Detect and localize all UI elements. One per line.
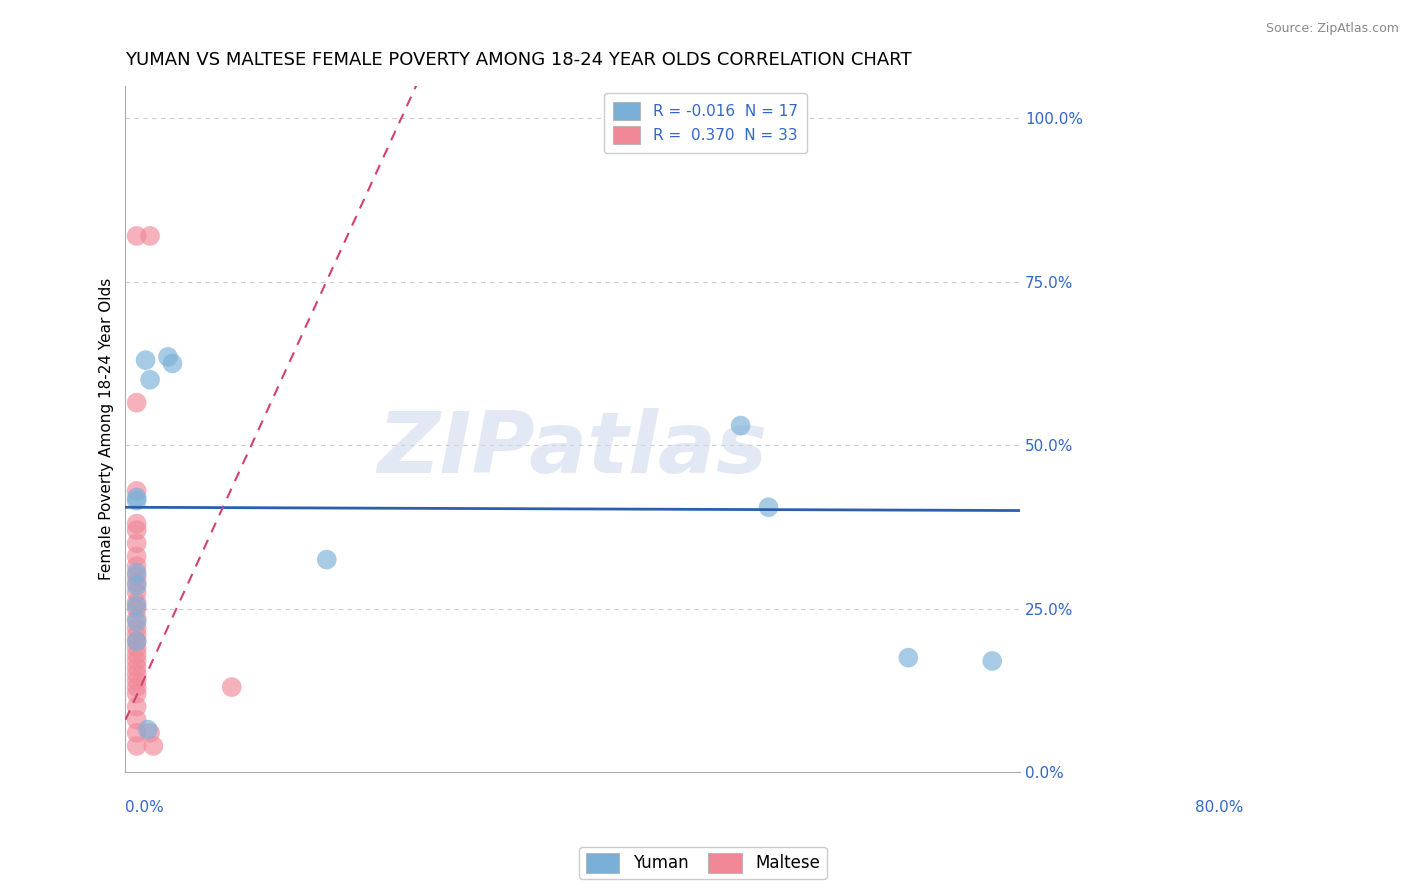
Point [125,615,148,629]
Point [125,654,148,668]
Point [125,713,148,727]
Point [730,418,752,433]
Text: 80.0%: 80.0% [1195,799,1244,814]
Point [139,373,162,387]
Point [125,579,148,593]
Point [136,723,159,737]
Point [125,640,148,655]
Point [125,569,148,583]
Text: ZIPatlas: ZIPatlas [378,408,768,491]
Point [125,648,148,662]
Y-axis label: Female Poverty Among 18-24 Year Olds: Female Poverty Among 18-24 Year Olds [100,277,114,580]
Point [125,628,148,642]
Point [125,491,148,505]
Point [125,566,148,580]
Point [156,350,179,364]
Text: Source: ZipAtlas.com: Source: ZipAtlas.com [1265,22,1399,36]
Point [125,634,148,648]
Point [125,575,148,590]
Point [125,516,148,531]
Point [125,483,148,498]
Point [758,500,780,515]
Point [125,611,148,625]
Point [221,680,243,694]
Point [125,726,148,740]
Point [125,493,148,508]
Point [125,634,148,648]
Point [125,660,148,674]
Point [139,228,162,243]
Point [125,687,148,701]
Point [162,356,184,370]
Point [142,739,165,753]
Text: 0.0%: 0.0% [125,799,165,814]
Point [125,549,148,564]
Text: YUMAN VS MALTESE FEMALE POVERTY AMONG 18-24 YEAR OLDS CORRELATION CHART: YUMAN VS MALTESE FEMALE POVERTY AMONG 18… [125,51,912,69]
Point [125,395,148,409]
Point [981,654,1004,668]
Point [125,559,148,574]
Point [125,523,148,537]
Legend: R = -0.016  N = 17, R =  0.370  N = 33: R = -0.016 N = 17, R = 0.370 N = 33 [603,93,807,153]
Legend: Yuman, Maltese: Yuman, Maltese [579,847,827,880]
Point [125,673,148,688]
Point [125,739,148,753]
Point [125,536,148,550]
Point [125,667,148,681]
Point [125,699,148,714]
Point [125,595,148,609]
Point [125,585,148,599]
Point [897,650,920,665]
Point [125,680,148,694]
Point [135,353,157,368]
Point [315,552,337,566]
Point [139,726,162,740]
Point [125,601,148,615]
Point [125,621,148,635]
Point [125,228,148,243]
Point [125,599,148,613]
